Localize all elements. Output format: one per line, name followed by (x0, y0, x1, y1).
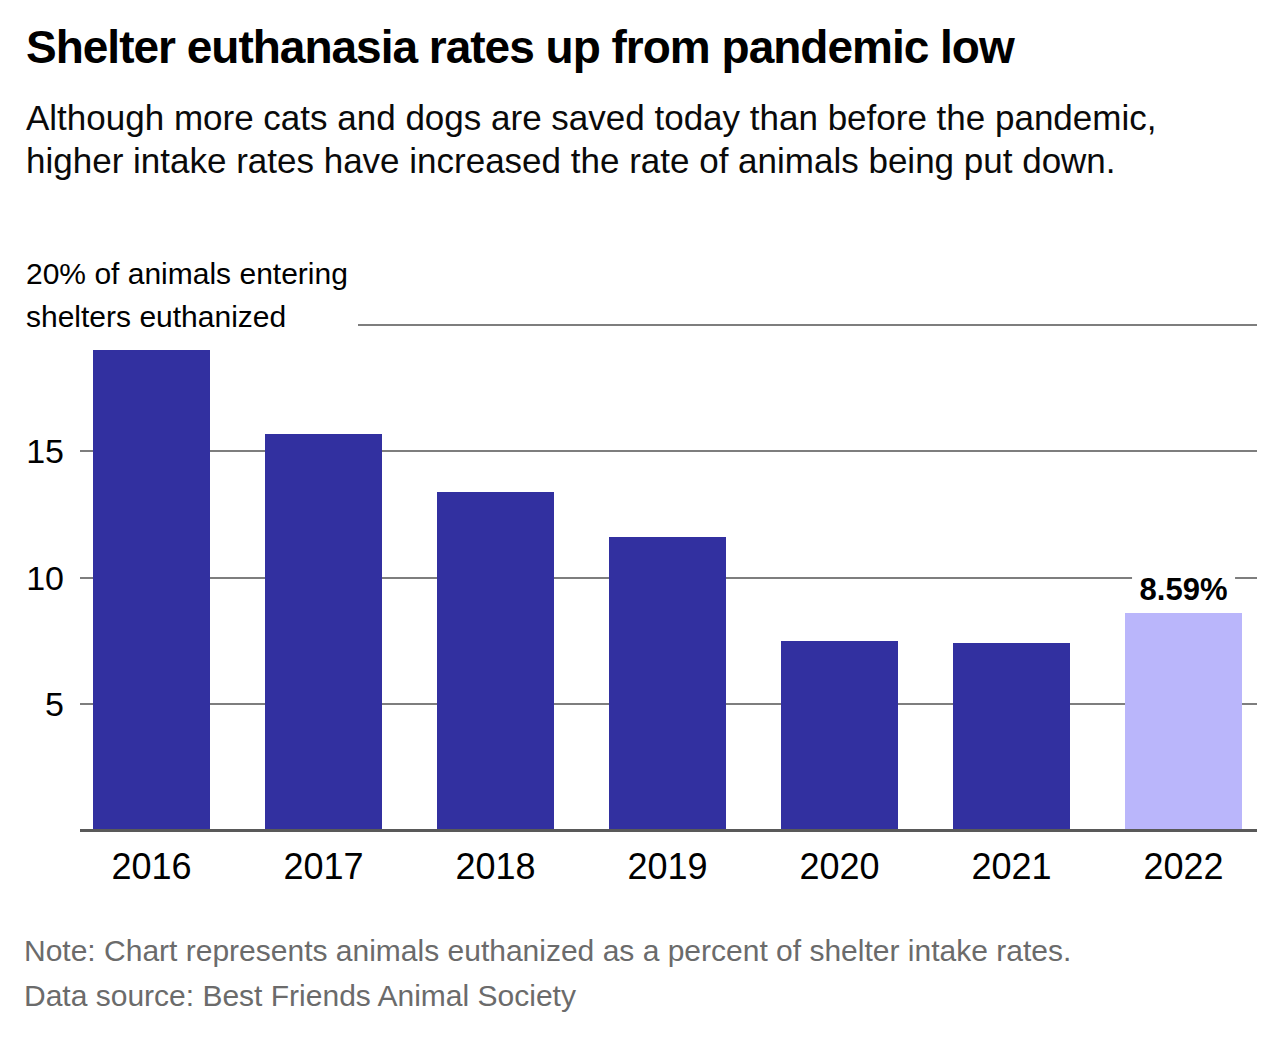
data-source: Data source: Best Friends Animal Society (24, 977, 576, 1015)
highlight-value-label: 8.59% (1132, 571, 1236, 609)
chart-title: Shelter euthanasia rates up from pandemi… (26, 22, 1014, 72)
x-axis-label-2021: 2021 (926, 846, 1098, 888)
gridline-15 (80, 450, 1257, 452)
chart-subtitle: Although more cats and dogs are saved to… (26, 96, 1216, 182)
bar-2021 (953, 643, 1070, 832)
bar-2019 (609, 537, 726, 832)
x-axis-label-2022: 2022 (1098, 846, 1270, 888)
y-axis-tick-label-5: 5 (0, 682, 64, 726)
chart-page: Shelter euthanasia rates up from pandemi… (0, 0, 1280, 1043)
bar-2018 (437, 492, 554, 832)
x-axis-label-2016: 2016 (66, 846, 238, 888)
bar-2016 (93, 350, 210, 832)
x-axis-line (80, 829, 1257, 832)
y-axis-unit-label-line2: shelters euthanized (26, 295, 348, 338)
x-axis-label-2020: 2020 (754, 846, 926, 888)
x-axis-label-2018: 2018 (410, 846, 582, 888)
x-axis-label-2017: 2017 (238, 846, 410, 888)
chart-note: Note: Chart represents animals euthanize… (24, 932, 1071, 970)
y-axis-tick-label-10: 10 (0, 556, 64, 600)
y-axis-unit-label: 20% of animals entering shelters euthani… (26, 252, 358, 338)
bar-2017 (265, 434, 382, 832)
bar-2022 (1125, 613, 1242, 832)
y-axis-tick-label-15: 15 (0, 429, 64, 473)
y-axis-unit-label-line1: 20% of animals entering (26, 252, 348, 295)
bar-2020 (781, 641, 898, 832)
x-axis-label-2019: 2019 (582, 846, 754, 888)
